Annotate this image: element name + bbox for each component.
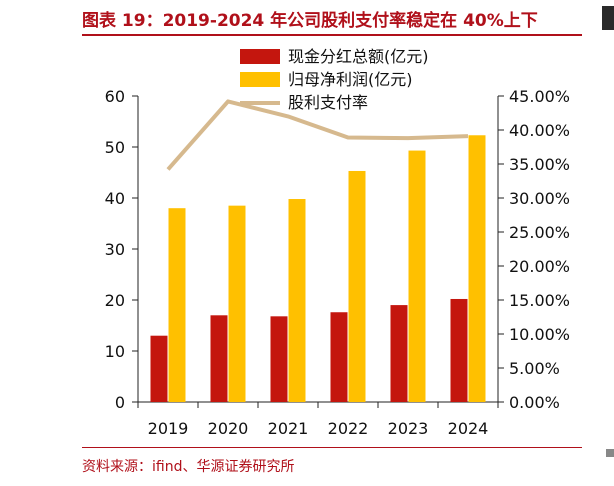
left-axis-tick-label: 30 — [105, 240, 125, 259]
left-axis-tick-label: 0 — [115, 393, 125, 412]
source-divider — [82, 447, 582, 448]
x-axis-tick-label: 2019 — [148, 419, 189, 438]
bar-dividend-2023 — [390, 305, 408, 402]
legend-swatch-net-profit — [240, 72, 280, 87]
bar-dividend-2021 — [270, 316, 288, 402]
legend-label-dividend: 现金分红总额(亿元) — [288, 47, 429, 66]
bar-net-profit-2021 — [288, 199, 306, 402]
adjacent-page-fragment — [602, 6, 614, 30]
source-note: 资料来源：ifind、华源证券研究所 — [82, 459, 295, 475]
right-axis-tick-label: 10.00% — [509, 325, 570, 344]
chart-legend: 现金分红总额(亿元) 归母净利润(亿元) 股利支付率 — [240, 47, 429, 112]
title-divider — [82, 34, 582, 36]
right-axis-tick-label: 35.00% — [509, 155, 570, 174]
figure-title: 图表 19：2019-2024 年公司股利支付率稳定在 40%上下 — [82, 11, 538, 31]
right-axis-tick-label: 20.00% — [509, 257, 570, 276]
payout-ratio-polyline — [166, 99, 469, 171]
right-axis-tick-label: 15.00% — [509, 291, 570, 310]
left-axis-tick-label: 40 — [105, 189, 125, 208]
right-axis-tick-label: 0.00% — [509, 393, 560, 412]
x-axis-tick-label: 2020 — [208, 419, 249, 438]
bar-dividend-2024 — [450, 298, 468, 402]
x-axis-tick-label: 2021 — [268, 419, 309, 438]
bar-dividend-2022 — [330, 312, 348, 402]
left-axis-tick-label: 50 — [105, 138, 125, 157]
bar-dividend-2019 — [150, 335, 168, 402]
right-axis-tick-label: 40.00% — [509, 121, 570, 140]
right-axis-tick-label: 25.00% — [509, 223, 570, 242]
legend-label-payout-ratio: 股利支付率 — [288, 93, 368, 112]
bar-net-profit-2024 — [468, 135, 486, 402]
left-axis-tick-label: 20 — [105, 291, 125, 310]
bar-net-profit-2020 — [228, 205, 246, 402]
payout-ratio-line — [166, 99, 469, 171]
right-axis-tick-label: 30.00% — [509, 189, 570, 208]
right-axis-tick-label: 5.00% — [509, 359, 560, 378]
left-axis-tick-label: 60 — [105, 87, 125, 106]
chart-axes: 0 10 20 30 40 50 60 0.00% 5.00% 10.00% 15.00% 20.00… — [105, 87, 570, 438]
x-axis-tick-label: 2023 — [388, 419, 429, 438]
bar-net-profit-2022 — [348, 170, 366, 402]
bar-net-profit-2019 — [168, 208, 186, 402]
x-axis-tick-label: 2022 — [328, 419, 369, 438]
bar-dividend-2020 — [210, 315, 228, 402]
left-axis-tick-label: 10 — [105, 342, 125, 361]
right-axis-tick-label: 45.00% — [509, 87, 570, 106]
bar-net-profit-2023 — [408, 150, 426, 402]
x-axis-tick-label: 2024 — [448, 419, 489, 438]
legend-label-net-profit: 归母净利润(亿元) — [288, 70, 413, 89]
chart-bars — [150, 135, 486, 402]
adjacent-page-fragment-bottom — [606, 449, 614, 457]
legend-swatch-dividend — [240, 49, 280, 64]
